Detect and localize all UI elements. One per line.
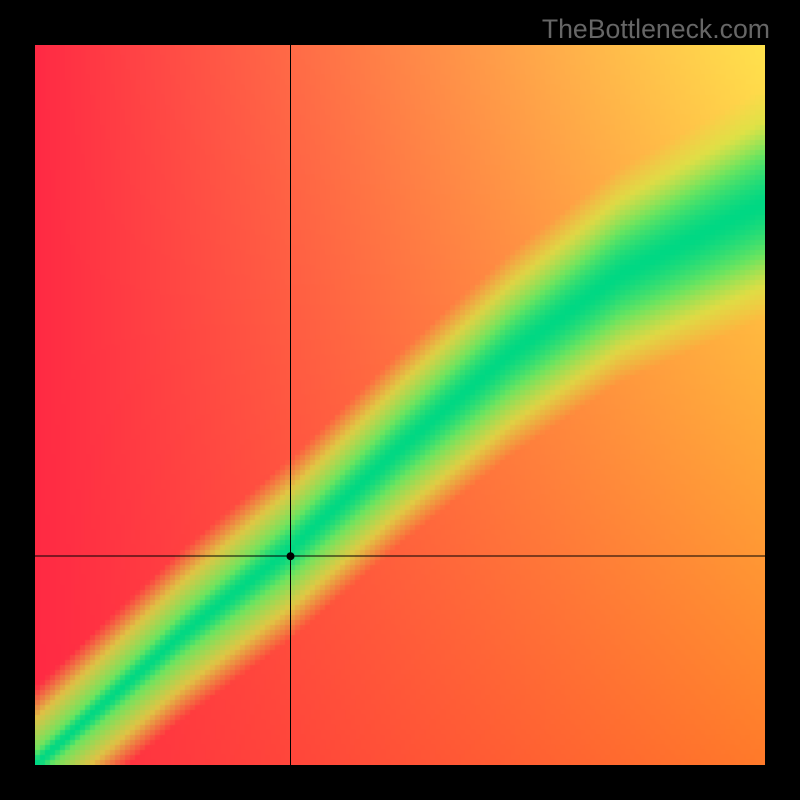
chart-container: TheBottleneck.com: [0, 0, 800, 800]
heatmap-canvas: [35, 45, 765, 765]
watermark-text: TheBottleneck.com: [542, 14, 770, 45]
heatmap-plot: [35, 45, 765, 765]
